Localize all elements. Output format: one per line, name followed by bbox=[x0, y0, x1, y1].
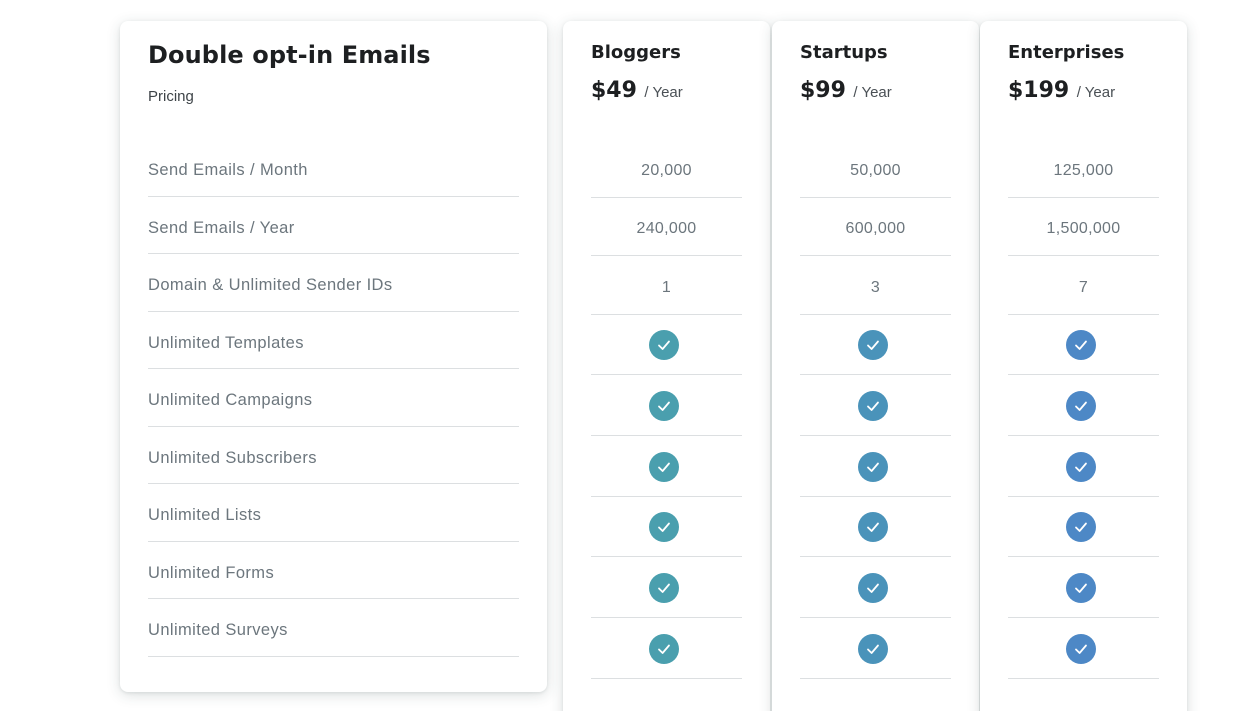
check-circle-icon bbox=[648, 633, 679, 664]
check-circle-icon bbox=[857, 573, 888, 604]
value-row: 20,000 bbox=[591, 139, 742, 198]
value-row bbox=[1008, 375, 1159, 436]
plan-value: 50,000 bbox=[850, 161, 901, 179]
feature-row: Send Emails / Month bbox=[148, 139, 519, 197]
value-row: 125,000 bbox=[1008, 139, 1159, 198]
value-row bbox=[800, 315, 951, 376]
check-circle-icon bbox=[648, 391, 679, 422]
plan-name: Startups bbox=[800, 42, 888, 63]
plan-period: / Year bbox=[1076, 84, 1116, 101]
plan-value: 125,000 bbox=[1053, 161, 1114, 179]
feature-label: Unlimited Forms bbox=[148, 563, 275, 582]
plan-card-enterprises: Enterprises $199 / Year 125,000 1,500,00… bbox=[980, 21, 1187, 711]
feature-row: Domain & Unlimited Sender IDs bbox=[148, 254, 519, 312]
features-card: Double opt-in Emails Pricing Send Emails… bbox=[120, 21, 547, 692]
plan-value: 600,000 bbox=[845, 220, 906, 238]
plan-price: $49 bbox=[591, 78, 637, 103]
plan-price-line: $199 / Year bbox=[1008, 78, 1115, 103]
value-row bbox=[800, 618, 951, 679]
plan-price: $99 bbox=[800, 78, 846, 103]
value-row bbox=[800, 497, 951, 558]
check-circle-icon bbox=[1065, 573, 1096, 604]
feature-label: Unlimited Surveys bbox=[148, 621, 288, 640]
check-circle-icon bbox=[1065, 451, 1096, 482]
plan-values: 20,000 240,000 1 bbox=[591, 139, 742, 679]
plan-value: 1 bbox=[661, 278, 672, 296]
plan-period: / Year bbox=[853, 84, 892, 101]
value-row bbox=[1008, 618, 1159, 679]
check-circle-icon bbox=[648, 451, 679, 482]
feature-row: Unlimited Campaigns bbox=[148, 369, 519, 427]
check-circle-icon bbox=[648, 573, 679, 604]
value-row bbox=[591, 557, 742, 618]
page-title: Double opt-in Emails bbox=[148, 41, 431, 69]
plan-name: Bloggers bbox=[591, 42, 681, 63]
check-circle-icon bbox=[857, 330, 888, 361]
plan-value: 20,000 bbox=[641, 161, 692, 179]
plan-values: 125,000 1,500,000 7 bbox=[1008, 139, 1159, 679]
feature-list: Send Emails / Month Send Emails / Year D… bbox=[148, 139, 519, 657]
feature-label: Send Emails / Month bbox=[148, 161, 308, 180]
check-circle-icon bbox=[648, 330, 679, 361]
value-row: 7 bbox=[1008, 256, 1159, 315]
feature-label: Unlimited Subscribers bbox=[148, 448, 317, 467]
plan-card-startups: Startups $99 / Year 50,000 600,000 3 bbox=[772, 21, 979, 711]
value-row: 50,000 bbox=[800, 139, 951, 198]
check-circle-icon bbox=[857, 451, 888, 482]
value-row bbox=[591, 497, 742, 558]
value-row bbox=[1008, 315, 1159, 376]
check-circle-icon bbox=[857, 391, 888, 422]
plan-value: 240,000 bbox=[636, 220, 697, 238]
check-circle-icon bbox=[1065, 512, 1096, 543]
feature-label: Send Emails / Year bbox=[148, 218, 295, 237]
value-row bbox=[800, 375, 951, 436]
value-row bbox=[591, 375, 742, 436]
value-row: 1 bbox=[591, 256, 742, 315]
value-row bbox=[800, 557, 951, 618]
check-circle-icon bbox=[648, 512, 679, 543]
plan-value: 1,500,000 bbox=[1046, 220, 1121, 238]
pricing-subtitle: Pricing bbox=[148, 88, 194, 105]
feature-row: Unlimited Lists bbox=[148, 484, 519, 542]
feature-row: Unlimited Forms bbox=[148, 542, 519, 599]
value-row: 3 bbox=[800, 256, 951, 315]
value-row bbox=[1008, 497, 1159, 558]
check-circle-icon bbox=[1065, 391, 1096, 422]
feature-row: Unlimited Templates bbox=[148, 312, 519, 369]
feature-row: Unlimited Subscribers bbox=[148, 427, 519, 484]
check-circle-icon bbox=[857, 633, 888, 664]
value-row: 240,000 bbox=[591, 198, 742, 256]
plan-period: / Year bbox=[644, 84, 683, 101]
plan-value: 7 bbox=[1078, 278, 1089, 296]
feature-label: Domain & Unlimited Sender IDs bbox=[148, 276, 393, 295]
feature-label: Unlimited Campaigns bbox=[148, 391, 313, 410]
feature-row: Send Emails / Year bbox=[148, 197, 519, 254]
value-row bbox=[591, 618, 742, 679]
feature-row: Unlimited Surveys bbox=[148, 599, 519, 657]
value-row bbox=[800, 436, 951, 497]
value-row: 1,500,000 bbox=[1008, 198, 1159, 256]
check-circle-icon bbox=[857, 512, 888, 543]
value-row bbox=[591, 315, 742, 376]
feature-label: Unlimited Lists bbox=[148, 506, 262, 525]
value-row bbox=[591, 436, 742, 497]
plan-card-bloggers: Bloggers $49 / Year 20,000 240,000 1 bbox=[563, 21, 770, 711]
feature-label: Unlimited Templates bbox=[148, 333, 304, 352]
check-circle-icon bbox=[1065, 330, 1096, 361]
plan-value: 3 bbox=[870, 278, 881, 296]
plan-price: $199 bbox=[1008, 78, 1070, 103]
plan-values: 50,000 600,000 3 bbox=[800, 139, 951, 679]
value-row bbox=[1008, 436, 1159, 497]
plan-price-line: $49 / Year bbox=[591, 78, 683, 103]
value-row: 600,000 bbox=[800, 198, 951, 256]
plan-price-line: $99 / Year bbox=[800, 78, 892, 103]
plan-name: Enterprises bbox=[1008, 42, 1125, 63]
value-row bbox=[1008, 557, 1159, 618]
check-circle-icon bbox=[1065, 633, 1096, 664]
